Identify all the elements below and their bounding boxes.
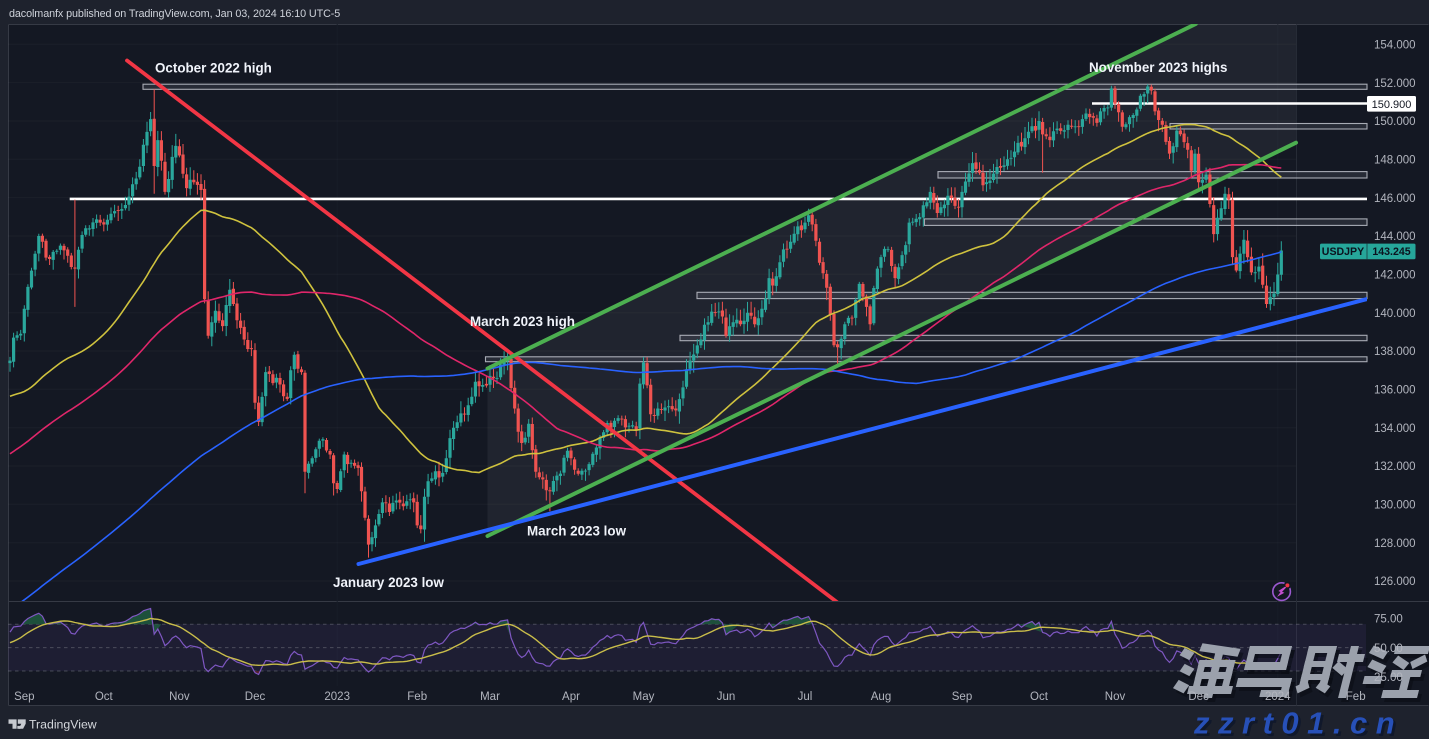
svg-text:146.000: 146.000 bbox=[1374, 193, 1416, 205]
svg-text:Oct: Oct bbox=[1030, 691, 1049, 703]
svg-text:130.000: 130.000 bbox=[1374, 500, 1416, 512]
svg-text:January 2023 low: January 2023 low bbox=[333, 575, 444, 590]
svg-text:132.000: 132.000 bbox=[1374, 461, 1416, 473]
svg-text:Aug: Aug bbox=[871, 691, 891, 703]
svg-text:Feb: Feb bbox=[1346, 691, 1366, 703]
svg-text:142.000: 142.000 bbox=[1374, 270, 1416, 282]
svg-text:Feb: Feb bbox=[407, 691, 427, 703]
svg-text:144.000: 144.000 bbox=[1374, 231, 1416, 243]
svg-text:TradingView: TradingView bbox=[29, 718, 97, 732]
svg-text:75.00: 75.00 bbox=[1374, 614, 1403, 626]
svg-text:150.900: 150.900 bbox=[1372, 99, 1412, 111]
svg-text:Nov: Nov bbox=[169, 691, 190, 703]
svg-text:Apr: Apr bbox=[562, 691, 580, 703]
svg-text:Mar: Mar bbox=[480, 691, 500, 703]
svg-text:Nov: Nov bbox=[1105, 691, 1126, 703]
svg-text:zzrt01.cn: zzrt01.cn bbox=[1193, 706, 1403, 739]
svg-text:152.000: 152.000 bbox=[1374, 78, 1416, 90]
svg-text:50.00: 50.00 bbox=[1374, 643, 1403, 655]
svg-text:Dec: Dec bbox=[245, 691, 266, 703]
svg-text:2023: 2023 bbox=[324, 691, 350, 703]
svg-text:128.000: 128.000 bbox=[1374, 538, 1416, 550]
svg-text:March 2023 high: March 2023 high bbox=[470, 314, 575, 329]
svg-text:Jul: Jul bbox=[798, 691, 813, 703]
svg-text:136.000: 136.000 bbox=[1374, 385, 1416, 397]
svg-text:Sep: Sep bbox=[952, 691, 972, 703]
svg-text:2024: 2024 bbox=[1265, 691, 1291, 703]
svg-text:154.000: 154.000 bbox=[1374, 40, 1416, 52]
svg-text:Oct: Oct bbox=[95, 691, 114, 703]
svg-text:134.000: 134.000 bbox=[1374, 423, 1416, 435]
svg-text:150.000: 150.000 bbox=[1374, 116, 1416, 128]
svg-text:Jun: Jun bbox=[717, 691, 736, 703]
svg-text:USDJPY: USDJPY bbox=[1322, 246, 1364, 258]
svg-text:October 2022 high: October 2022 high bbox=[155, 61, 272, 76]
svg-text:Dec: Dec bbox=[1188, 691, 1209, 703]
svg-text:November 2023 highs: November 2023 highs bbox=[1089, 60, 1227, 75]
svg-text:140.000: 140.000 bbox=[1374, 308, 1416, 320]
svg-text:Sep: Sep bbox=[14, 691, 34, 703]
svg-text:May: May bbox=[633, 691, 655, 703]
svg-text:March 2023 low: March 2023 low bbox=[527, 524, 627, 539]
svg-text:126.000: 126.000 bbox=[1374, 576, 1416, 588]
svg-text:dacolmanfx published on Tradin: dacolmanfx published on TradingView.com,… bbox=[9, 8, 340, 20]
svg-text:25.00: 25.00 bbox=[1374, 672, 1403, 684]
svg-text:zzrt01.cn: zzrt01.cn bbox=[1196, 708, 1406, 739]
svg-text:148.000: 148.000 bbox=[1374, 155, 1416, 167]
svg-text:138.000: 138.000 bbox=[1374, 346, 1416, 358]
svg-text:143.245: 143.245 bbox=[1372, 246, 1410, 258]
